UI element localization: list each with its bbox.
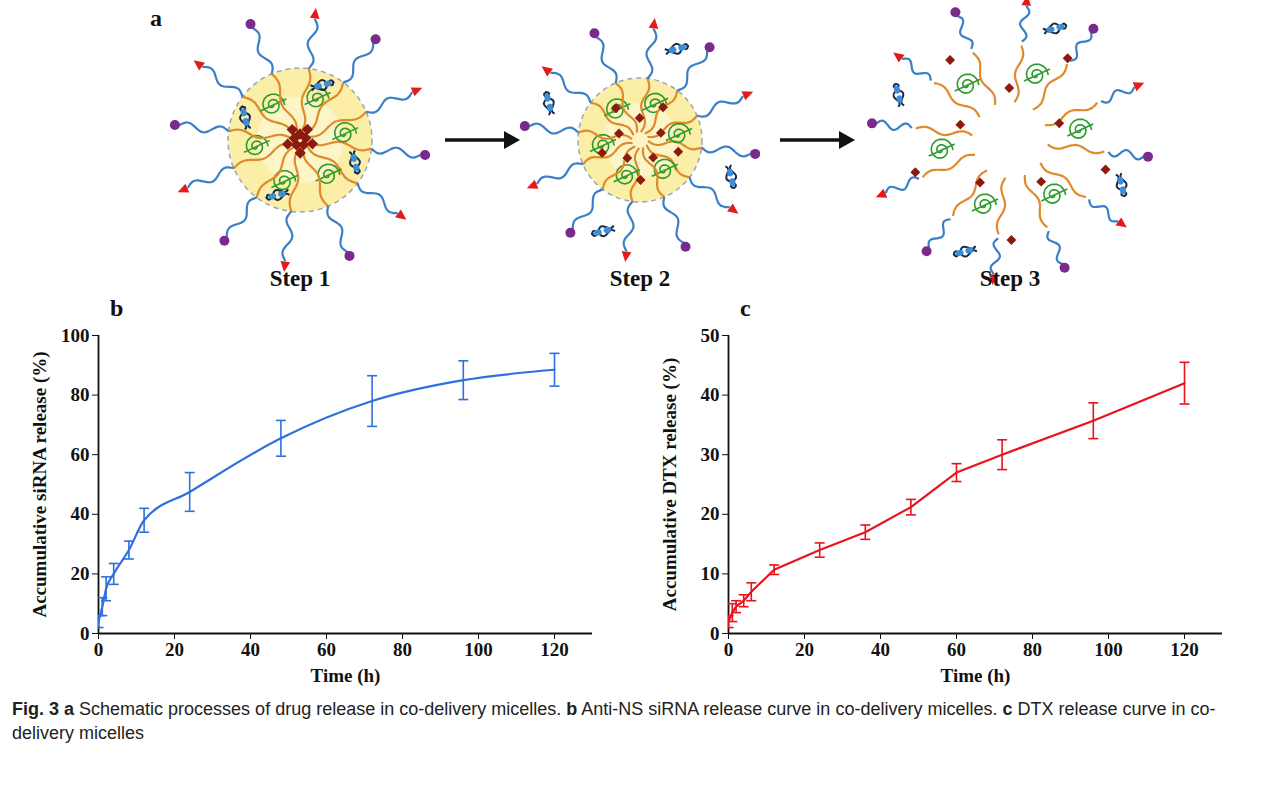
svg-text:20: 20 [795,639,814,660]
svg-text:80: 80 [393,639,412,660]
svg-text:80: 80 [71,384,90,405]
svg-text:20: 20 [701,503,720,524]
svg-text:20: 20 [165,639,184,660]
svg-text:Step 3: Step 3 [980,266,1041,291]
svg-text:Step 2: Step 2 [610,266,671,291]
svg-text:50: 50 [701,325,720,346]
svg-text:Time (h): Time (h) [311,665,381,687]
svg-text:40: 40 [871,639,890,660]
svg-text:60: 60 [947,639,966,660]
html-text:Fig. 3 a Schematic processes o: Fig. 3 a Schematic processes of drug rel… [12,699,1216,743]
svg-text:120: 120 [1170,639,1199,660]
svg-text:20: 20 [71,563,90,584]
svg-text:0: 0 [94,639,104,660]
svg-text:Accumulative DTX release (%): Accumulative DTX release (%) [659,358,681,611]
html-text:c: c [740,295,751,321]
svg-text:100: 100 [1094,639,1123,660]
svg-text:10: 10 [701,563,720,584]
svg-text:0: 0 [80,623,90,644]
svg-text:100: 100 [464,639,493,660]
svg-text:100: 100 [61,325,90,346]
svg-text:0: 0 [710,623,720,644]
svg-text:120: 120 [540,639,569,660]
svg-text:a: a [150,5,162,31]
svg-text:Time (h): Time (h) [941,665,1011,687]
html-text:b: b [110,295,124,321]
svg-text:60: 60 [317,639,336,660]
svg-text:40: 40 [701,384,720,405]
svg-text:Accumulative siRNA release (%): Accumulative siRNA release (%) [29,351,51,617]
svg-text:30: 30 [701,444,720,465]
svg-text:0: 0 [724,639,734,660]
svg-text:Step 1: Step 1 [270,266,331,291]
svg-text:40: 40 [71,503,90,524]
svg-text:40: 40 [241,639,260,660]
svg-text:60: 60 [71,444,90,465]
svg-text:80: 80 [1023,639,1042,660]
